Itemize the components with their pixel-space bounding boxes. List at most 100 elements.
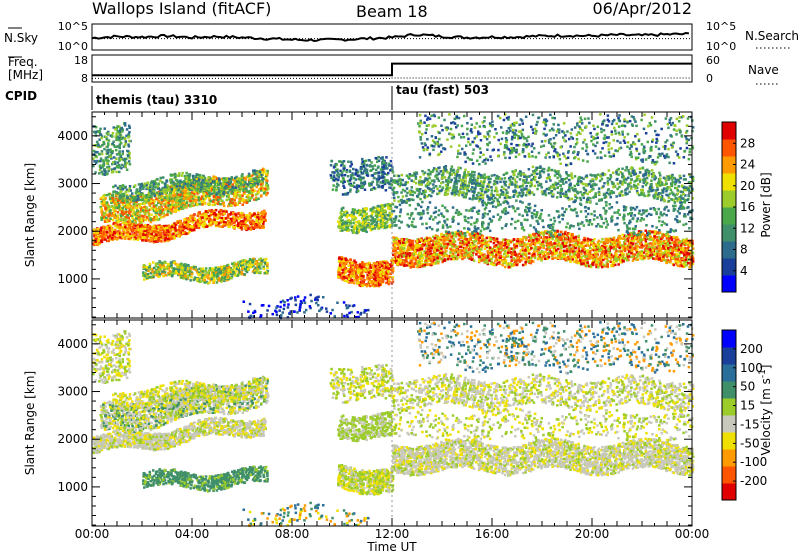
power-echo-cell	[245, 219, 248, 222]
power-echo-cell	[387, 267, 391, 270]
power-echo-cell	[347, 214, 350, 217]
power-echo-cell	[381, 224, 385, 227]
power-echo-cell	[144, 226, 147, 229]
power-echo-cell	[363, 169, 366, 172]
power-echo-cell	[382, 172, 385, 175]
power-echo-cell	[343, 264, 346, 267]
power-echo-cell	[252, 183, 255, 186]
power-echo-cell	[215, 222, 218, 225]
power-echo-cell	[118, 152, 121, 156]
power-echo-cell	[176, 221, 180, 224]
power-echo-cell	[150, 193, 154, 196]
power-echo-cell	[184, 226, 188, 230]
power-echo-cell	[386, 220, 389, 224]
power-echo-cell	[245, 218, 248, 221]
power-echo-cell	[149, 181, 153, 184]
power-echo-cell	[361, 221, 365, 224]
power-echo-cell	[112, 185, 115, 189]
power-echo-cell	[166, 229, 169, 232]
noise-right-tick-top: 10^5	[706, 20, 736, 33]
power-echo-cell	[337, 176, 340, 179]
power-echo-cell	[365, 212, 368, 215]
power-echo-cell	[152, 205, 156, 208]
noise-left-tick-bottom: 10^0	[58, 40, 88, 53]
power-echo-cell	[199, 218, 203, 222]
power-echo-cell	[133, 196, 136, 200]
power-echo-cell	[222, 268, 225, 272]
power-echo-cell	[245, 224, 248, 227]
power-echo-cell	[257, 211, 260, 215]
power-echo-cell	[156, 178, 159, 181]
power-echo-cell	[103, 142, 106, 145]
power-echo-cell	[209, 211, 213, 215]
power-echo-cell	[377, 284, 381, 288]
power-echo-cell	[139, 230, 142, 233]
power-echo-cell	[211, 187, 214, 191]
power-echo-cell	[214, 223, 218, 227]
power-echo-cell	[119, 230, 122, 233]
power-echo-cell	[171, 227, 175, 231]
power-echo-cell	[364, 216, 368, 219]
power-echo-cell	[190, 187, 194, 190]
power-echo-cell	[191, 229, 194, 232]
power-echo-cell	[389, 169, 392, 172]
power-echo-cell	[113, 160, 117, 164]
power-echo-cell	[114, 209, 117, 212]
power-echo-cell	[155, 197, 158, 200]
station-title: Wallops Island (fitACF)	[92, 0, 271, 18]
power-echo-cell	[184, 197, 187, 201]
power-echo-cell	[193, 190, 197, 193]
power-echo-cell	[340, 225, 343, 228]
power-echo-cell	[164, 266, 167, 269]
power-echo-cell	[93, 232, 96, 236]
power-echo-cell	[111, 131, 115, 135]
power-echo-cell	[386, 214, 390, 217]
power-echo-cell	[93, 228, 96, 231]
power-echo-cell	[186, 193, 190, 196]
power-echo-cell	[350, 272, 353, 275]
power-echo-cell	[116, 161, 120, 164]
power-echo-cell	[260, 219, 263, 222]
power-echo-cell	[147, 214, 151, 218]
power-echo-cell	[265, 183, 268, 187]
power-echo-cell	[345, 224, 348, 227]
power-echo-cell	[131, 217, 134, 220]
power-echo-cell	[199, 197, 203, 201]
power-echo-cell	[355, 231, 359, 234]
power-echo-cell	[251, 261, 254, 264]
power-echo-cell	[231, 268, 234, 271]
power-echo-cell	[128, 220, 132, 223]
power-echo-cell	[168, 226, 171, 229]
power-echo-cell	[228, 220, 231, 223]
power-echo-cell	[386, 261, 389, 265]
power-echo-cell	[343, 267, 346, 270]
power-echo-cell	[170, 184, 174, 187]
power-echo-cell	[157, 200, 161, 203]
power-echo-cell	[185, 221, 188, 224]
power-echo-cell	[217, 183, 220, 187]
power-echo-cell	[179, 179, 182, 183]
power-echo-cell	[125, 157, 128, 160]
power-echo-cell	[363, 188, 367, 191]
power-echo-cell	[359, 165, 363, 169]
power-echo-cell	[253, 179, 257, 182]
power-echo-cell	[342, 167, 345, 170]
power-echo-cell	[114, 198, 117, 202]
power-echo-cell	[377, 214, 381, 217]
power-echo-cell	[388, 186, 391, 189]
power-echo-cell	[154, 264, 158, 268]
power-echo-cell	[374, 172, 378, 175]
power-echo-cell	[330, 176, 333, 179]
power-echo-cell	[260, 180, 263, 184]
power-echo-cell	[205, 184, 208, 188]
power-echo-cell	[231, 211, 235, 215]
power-echo-cell	[169, 178, 172, 181]
power-echo-cell	[377, 224, 381, 228]
power-echo-cell	[100, 209, 104, 213]
power-echo-cell	[124, 141, 127, 145]
cpid-panel: CPID themis (tau) 3310 tau (fast) 503	[5, 83, 489, 110]
power-echo-cell	[169, 229, 173, 233]
power-echo-cell	[334, 169, 338, 172]
power-echo-cell	[373, 269, 376, 272]
power-echo-cell	[203, 212, 206, 215]
